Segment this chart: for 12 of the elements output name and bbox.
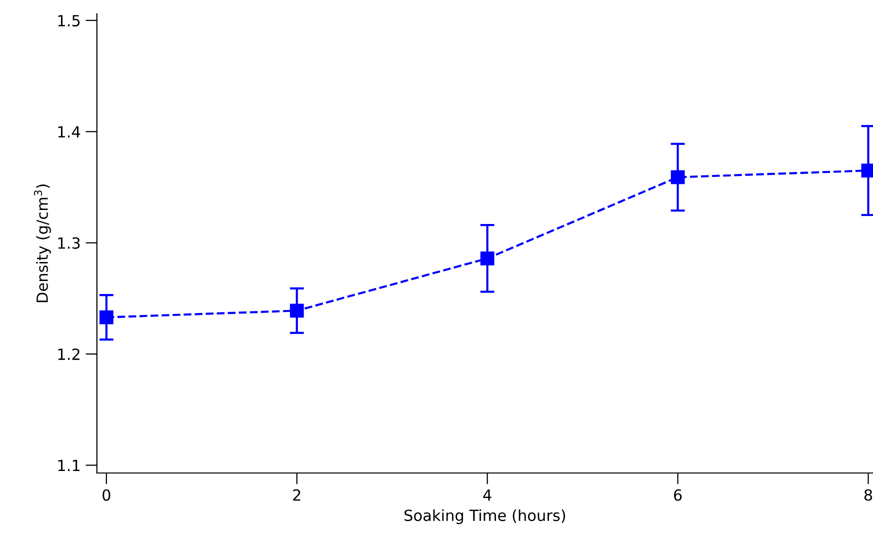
x-tick-label: 8: [864, 489, 872, 501]
y-tick-label: 1.5: [58, 15, 80, 26]
y-tick-label: 1.4: [58, 126, 80, 138]
y-tick-label: 1.3: [58, 237, 80, 249]
y-tick-label: 1.2: [58, 348, 80, 360]
x-tick-label: 0: [102, 489, 110, 501]
x-tick-label: 2: [293, 489, 300, 501]
x-axis-title: Soaking Time (hours): [404, 509, 566, 524]
x-tick-label: 4: [483, 489, 492, 501]
x-tick-label: 6: [674, 489, 682, 501]
y-tick-label: 1.1: [58, 460, 80, 472]
y-axis-title: Density (g/cm$^{3}$): [34, 184, 51, 302]
